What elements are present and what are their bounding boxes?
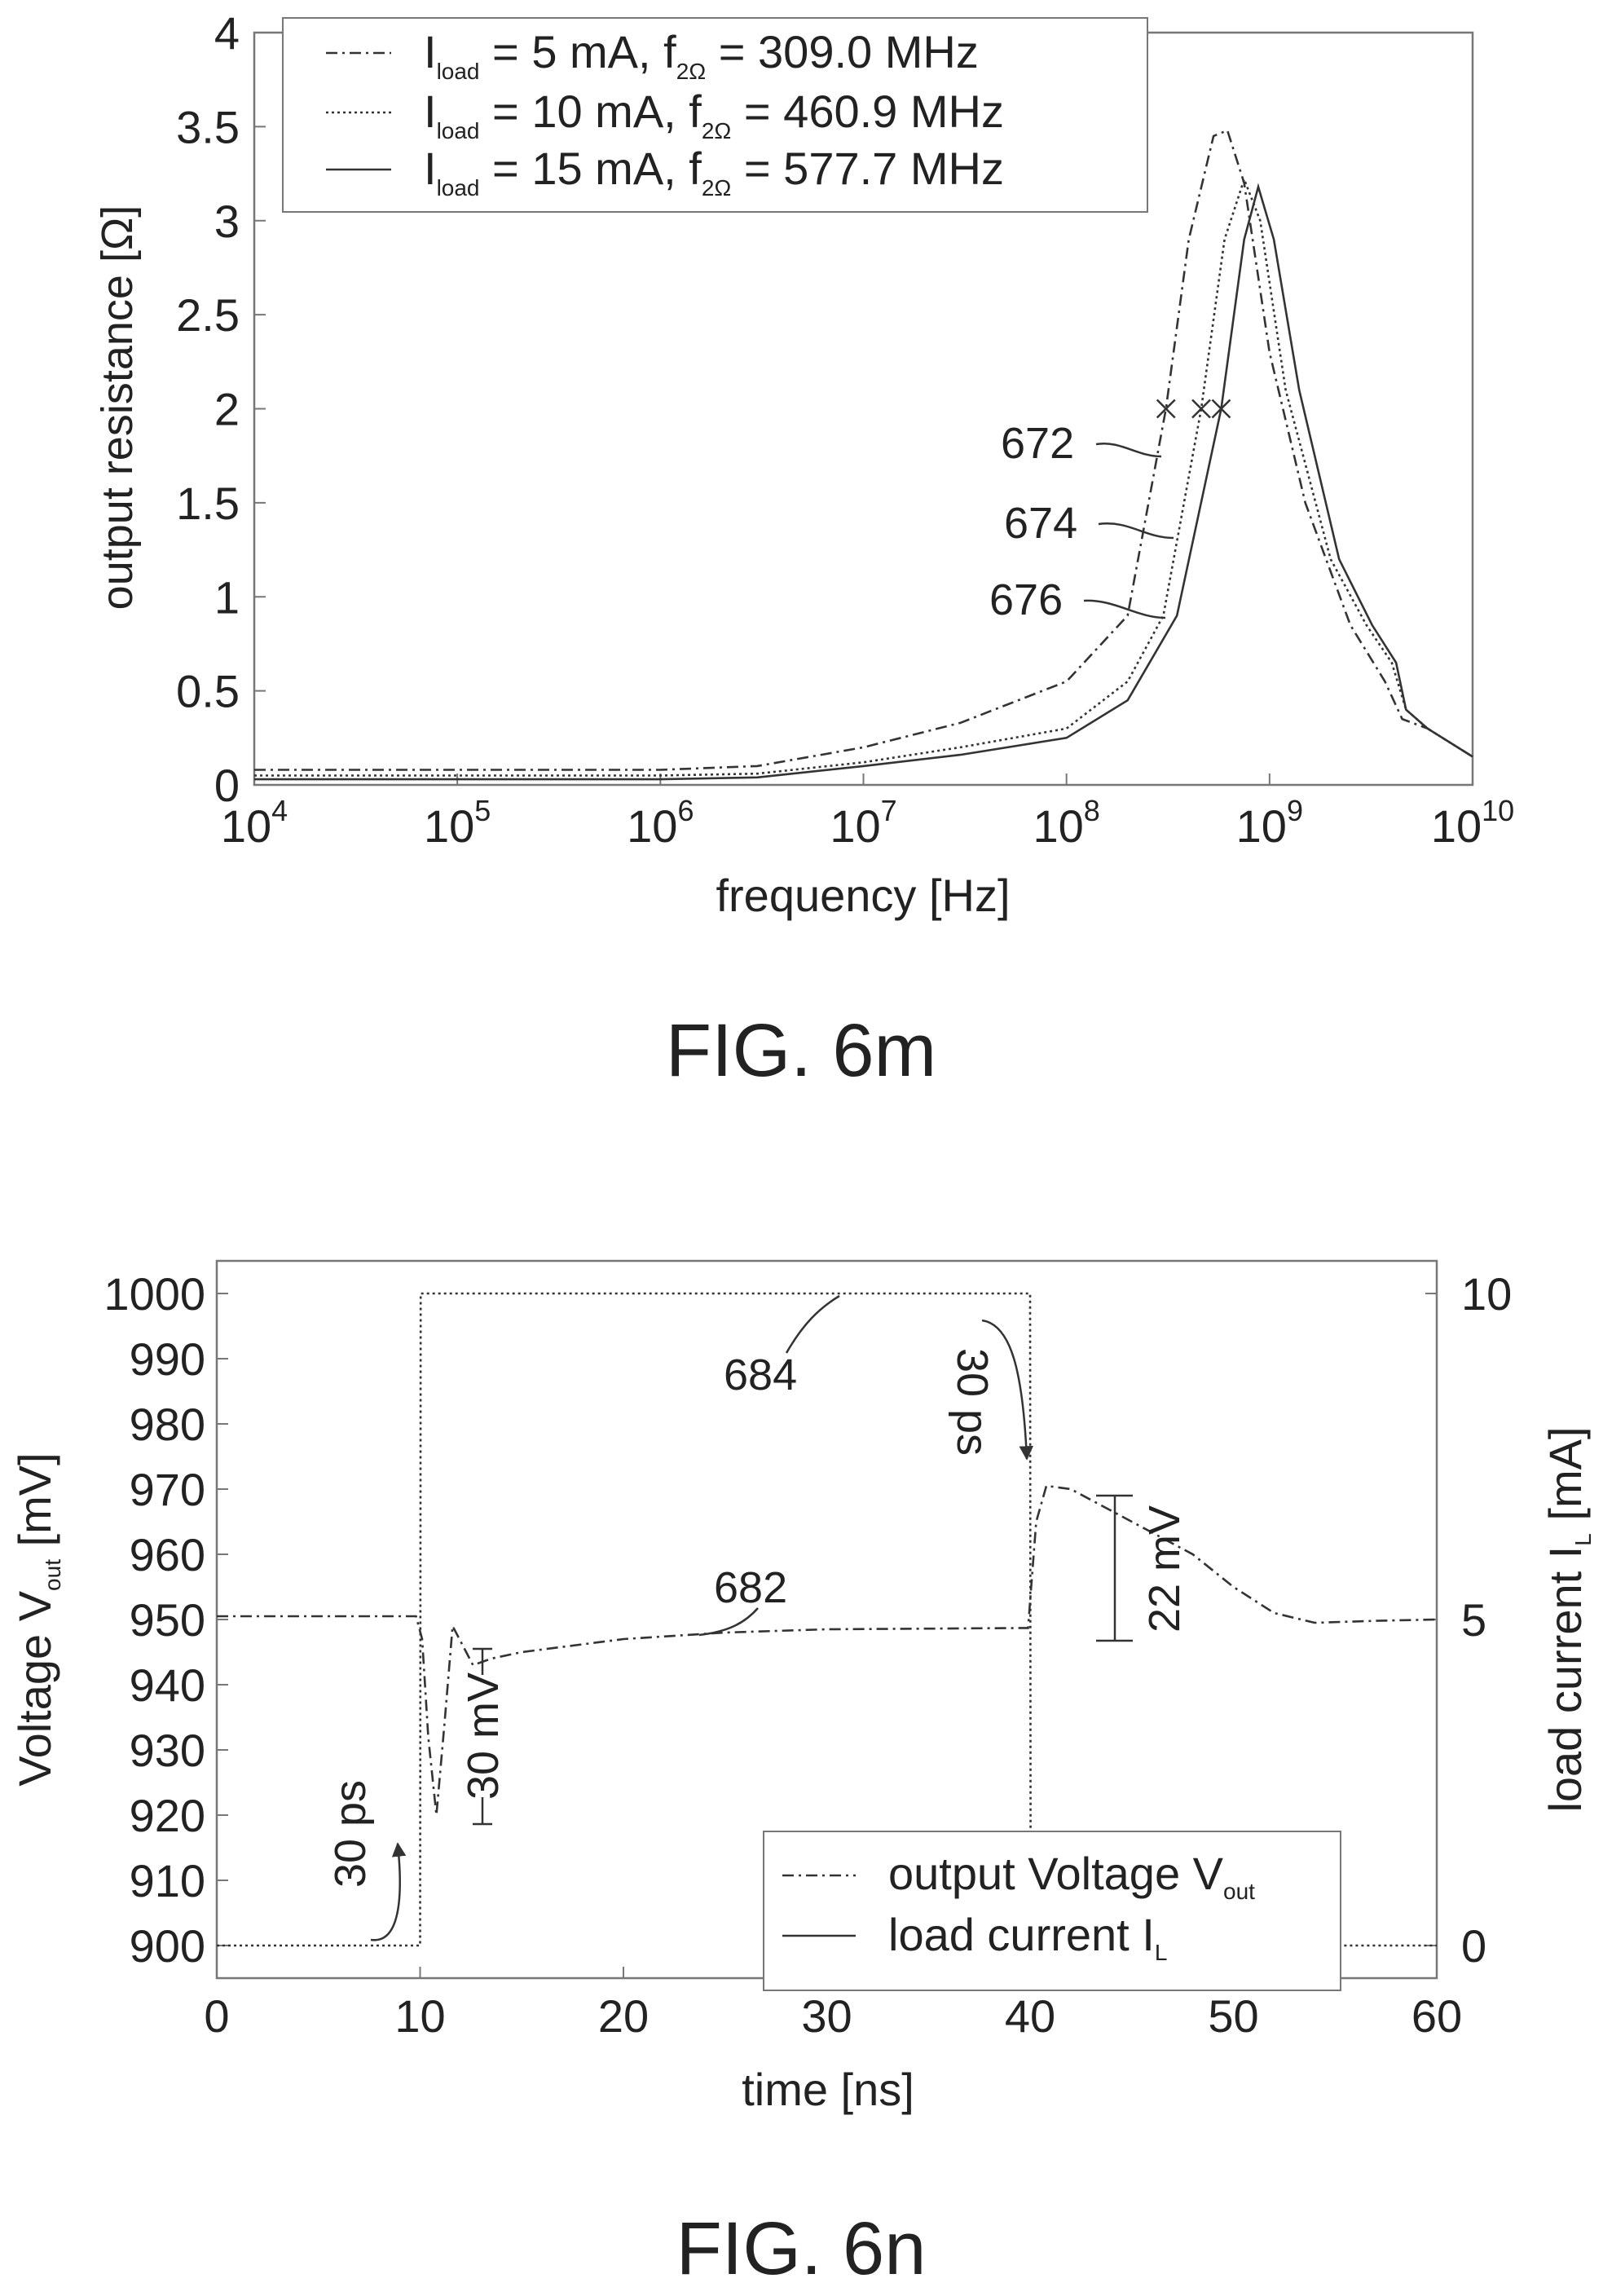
svg-text:load current IL: load current IL	[888, 1909, 1167, 1965]
svg-text:30 ps: 30 ps	[948, 1348, 997, 1456]
x-tick-label: 104	[221, 794, 288, 852]
x-tick-label: 30	[801, 1990, 852, 2042]
legend-6m: Iload = 5 mA, f2Ω = 309.0 MHz Iload = 10…	[282, 17, 1148, 213]
svg-text:672: 672	[1001, 419, 1074, 468]
svg-text:output Voltage Vout: output Voltage Vout	[888, 1848, 1255, 1904]
legend-entry-10ma: Iload = 10 mA, f2Ω = 460.9 MHz	[326, 86, 1004, 143]
svg-text:676: 676	[989, 575, 1063, 624]
svg-text:Iload = 5 mA, f2Ω = 309.0 MHz: Iload = 5 mA, f2Ω = 309.0 MHz	[424, 26, 979, 84]
ref-label-672: 672	[1001, 419, 1162, 468]
legend-entry-vout: output Voltage Vout	[782, 1848, 1255, 1904]
y-tick-label-left: 940	[130, 1659, 205, 1711]
y-tick-label-right: 5	[1461, 1594, 1486, 1646]
x-axis-label-6m: frequency [Hz]	[716, 870, 1010, 921]
x-tick-label: 40	[1005, 1990, 1055, 2042]
y-tick-label-left: 970	[130, 1464, 205, 1515]
output-resistance-chart: 0 0.5 1 1.5 2 2.5 3 3.5 4 104 105 106 107 108 109 1010…	[93, 7, 1514, 921]
figure-caption-6n: FIG. 6n	[676, 2207, 927, 2290]
x-tick-label: 109	[1236, 794, 1303, 852]
y-tick-label: 3.5	[176, 101, 240, 152]
series-line-682	[217, 1484, 1438, 1816]
svg-text:30 mV: 30 mV	[459, 1672, 508, 1800]
y-tick-label-left: 980	[130, 1399, 205, 1450]
x-tick-label: 105	[424, 794, 491, 852]
x-tick-label: 20	[598, 1990, 649, 2042]
crossing-marker	[1211, 399, 1231, 419]
y-tick-label-left: 950	[130, 1594, 205, 1646]
x-tick-label: 10	[394, 1990, 445, 2042]
series-line-684	[217, 1292, 1437, 1947]
y-axis-label-right-6n: load current IL [mA]	[1539, 1426, 1596, 1812]
y-tick-label-left: 930	[130, 1725, 205, 1776]
y-tick-label: 2	[214, 384, 240, 435]
svg-text:22 mV: 22 mV	[1140, 1505, 1189, 1633]
crossing-marker	[1191, 399, 1211, 419]
crossing-marker	[1156, 399, 1176, 419]
svg-text:Iload = 15 mA, f2Ω = 577.7 MHz: Iload = 15 mA, f2Ω = 577.7 MHz	[424, 143, 1004, 201]
y-tick-label-left: 910	[130, 1855, 205, 1906]
y-tick-label-left: 1000	[103, 1268, 205, 1320]
y-tick-label: 4	[214, 7, 240, 59]
x-tick-label: 50	[1208, 1990, 1258, 2042]
figure-caption-6m: FIG. 6m	[666, 1009, 936, 1092]
y-tick-label: 2.5	[176, 289, 240, 341]
ref-label-684: 684	[724, 1294, 840, 1399]
x-axis-label-6n: time [ns]	[742, 2064, 914, 2115]
y-tick-label-right: 10	[1461, 1268, 1512, 1320]
annotation-30ps-fall: 30 ps	[948, 1319, 1034, 1461]
annotation-22mv: 22 mV	[1096, 1494, 1189, 1642]
annotation-30ps-rise: 30 ps	[326, 1780, 407, 1941]
y-tick-label: 0.5	[176, 666, 240, 717]
x-tick-label: 108	[1033, 794, 1100, 852]
legend-entry-5ma: Iload = 5 mA, f2Ω = 309.0 MHz	[326, 26, 979, 84]
x-tick-label: 60	[1411, 1990, 1462, 2042]
y-tick-label-left: 990	[130, 1333, 205, 1385]
ref-label-676: 676	[989, 575, 1166, 624]
series-line-676	[254, 183, 1473, 781]
x-tick-label: 0	[204, 1990, 229, 2042]
legend-entry-15ma: Iload = 15 mA, f2Ω = 577.7 MHz	[326, 143, 1004, 201]
x-tick-label: 106	[627, 794, 694, 852]
y-tick-label: 1	[214, 571, 240, 623]
legend-entry-il: load current IL	[782, 1909, 1167, 1965]
y-tick-label: 1.5	[176, 478, 240, 529]
series-line-674	[254, 176, 1473, 777]
y-tick-label-right: 0	[1461, 1920, 1486, 1972]
svg-text:684: 684	[724, 1351, 797, 1399]
y-axis-label-left-6n: Voltage Vout [mV]	[9, 1452, 65, 1786]
series-line-672	[254, 129, 1473, 771]
svg-text:30 ps: 30 ps	[326, 1780, 375, 1888]
svg-text:Iload = 10 mA, f2Ω = 460.9 MHz: Iload = 10 mA, f2Ω = 460.9 MHz	[424, 86, 1004, 143]
y-tick-label: 3	[214, 196, 240, 247]
y-tick-label: 0	[214, 760, 240, 811]
y-tick-label-left: 900	[130, 1920, 205, 1972]
ref-label-682: 682	[698, 1563, 787, 1637]
svg-text:682: 682	[714, 1563, 787, 1612]
ref-label-674: 674	[1004, 499, 1174, 548]
annotation-30mv: 30 mV	[459, 1647, 508, 1826]
y-tick-label-left: 920	[130, 1790, 205, 1841]
svg-text:674: 674	[1004, 499, 1077, 548]
legend-6n: output Voltage Vout load current IL	[763, 1831, 1341, 1991]
x-tick-label: 107	[830, 794, 896, 852]
x-tick-label: 1010	[1431, 794, 1514, 852]
y-axis-label-6m: output resistance [Ω]	[93, 205, 142, 610]
y-tick-label-left: 960	[130, 1529, 205, 1580]
